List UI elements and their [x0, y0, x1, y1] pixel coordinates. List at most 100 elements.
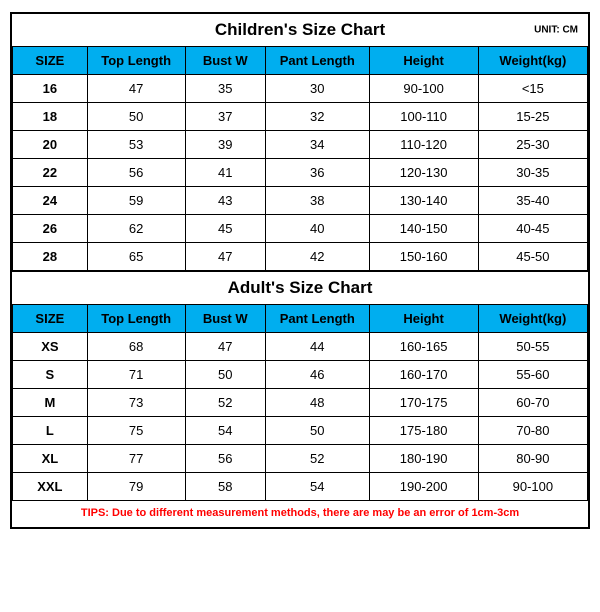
table-cell: 53: [87, 131, 185, 159]
col-weight: Weight(kg): [478, 47, 587, 75]
table-cell: 43: [185, 187, 266, 215]
table-cell: 52: [266, 445, 370, 473]
table-cell: 18: [13, 103, 88, 131]
children-title: Children's Size Chart: [215, 20, 385, 39]
table-row: 26624540140-15040-45: [13, 215, 588, 243]
table-cell: L: [13, 417, 88, 445]
table-cell: 40: [266, 215, 370, 243]
table-cell: 22: [13, 159, 88, 187]
col-bust: Bust W: [185, 305, 266, 333]
children-title-row: Children's Size Chart UNIT: CM: [12, 14, 588, 46]
table-cell: 32: [266, 103, 370, 131]
table-cell: 36: [266, 159, 370, 187]
col-pant: Pant Length: [266, 305, 370, 333]
table-cell: 30-35: [478, 159, 587, 187]
table-cell: 28: [13, 243, 88, 271]
table-cell: 120-130: [369, 159, 478, 187]
table-cell: 44: [266, 333, 370, 361]
unit-label: UNIT: CM: [534, 25, 578, 36]
table-cell: 68: [87, 333, 185, 361]
table-row: XS684744160-16550-55: [13, 333, 588, 361]
table-cell: 71: [87, 361, 185, 389]
table-cell: 59: [87, 187, 185, 215]
table-cell: 110-120: [369, 131, 478, 159]
col-size: SIZE: [13, 47, 88, 75]
table-cell: XS: [13, 333, 88, 361]
table-cell: 77: [87, 445, 185, 473]
table-cell: 160-170: [369, 361, 478, 389]
table-cell: 25-30: [478, 131, 587, 159]
table-cell: 100-110: [369, 103, 478, 131]
table-cell: 70-80: [478, 417, 587, 445]
table-cell: 175-180: [369, 417, 478, 445]
table-cell: 45: [185, 215, 266, 243]
children-table: SIZE Top Length Bust W Pant Length Heigh…: [12, 46, 588, 271]
col-size: SIZE: [13, 305, 88, 333]
table-row: 28654742150-16045-50: [13, 243, 588, 271]
table-row: 22564136120-13030-35: [13, 159, 588, 187]
table-cell: M: [13, 389, 88, 417]
col-top-length: Top Length: [87, 47, 185, 75]
adult-table: SIZE Top Length Bust W Pant Length Heigh…: [12, 304, 588, 501]
table-cell: 15-25: [478, 103, 587, 131]
table-cell: 47: [87, 75, 185, 103]
table-row: XL775652180-19080-90: [13, 445, 588, 473]
table-row: 24594338130-14035-40: [13, 187, 588, 215]
table-cell: 34: [266, 131, 370, 159]
table-cell: 37: [185, 103, 266, 131]
children-header-row: SIZE Top Length Bust W Pant Length Heigh…: [13, 47, 588, 75]
table-cell: 47: [185, 243, 266, 271]
col-pant: Pant Length: [266, 47, 370, 75]
table-cell: <15: [478, 75, 587, 103]
table-cell: 130-140: [369, 187, 478, 215]
size-chart-frame: Children's Size Chart UNIT: CM SIZE Top …: [10, 12, 590, 529]
table-cell: 47: [185, 333, 266, 361]
table-cell: 54: [266, 473, 370, 501]
table-cell: 80-90: [478, 445, 587, 473]
table-cell: 24: [13, 187, 88, 215]
table-row: M735248170-17560-70: [13, 389, 588, 417]
table-row: XXL795854190-20090-100: [13, 473, 588, 501]
table-row: 18503732100-11015-25: [13, 103, 588, 131]
table-cell: 75: [87, 417, 185, 445]
table-row: L755450175-18070-80: [13, 417, 588, 445]
table-cell: 42: [266, 243, 370, 271]
adult-header-row: SIZE Top Length Bust W Pant Length Heigh…: [13, 305, 588, 333]
table-cell: 58: [185, 473, 266, 501]
col-height: Height: [369, 47, 478, 75]
table-cell: 55-60: [478, 361, 587, 389]
col-bust: Bust W: [185, 47, 266, 75]
table-cell: S: [13, 361, 88, 389]
table-cell: 79: [87, 473, 185, 501]
col-top-length: Top Length: [87, 305, 185, 333]
table-cell: 39: [185, 131, 266, 159]
table-cell: 26: [13, 215, 88, 243]
adult-title-row: Adult's Size Chart: [12, 271, 588, 304]
table-cell: 45-50: [478, 243, 587, 271]
table-cell: 35-40: [478, 187, 587, 215]
table-cell: 56: [87, 159, 185, 187]
table-cell: 52: [185, 389, 266, 417]
table-cell: 180-190: [369, 445, 478, 473]
table-cell: 48: [266, 389, 370, 417]
table-cell: 30: [266, 75, 370, 103]
table-cell: 40-45: [478, 215, 587, 243]
table-cell: 150-160: [369, 243, 478, 271]
table-cell: 56: [185, 445, 266, 473]
table-cell: 20: [13, 131, 88, 159]
table-cell: 65: [87, 243, 185, 271]
table-row: S715046160-17055-60: [13, 361, 588, 389]
table-cell: 54: [185, 417, 266, 445]
table-cell: 16: [13, 75, 88, 103]
adult-title: Adult's Size Chart: [228, 278, 373, 297]
col-height: Height: [369, 305, 478, 333]
table-cell: 35: [185, 75, 266, 103]
table-cell: 90-100: [369, 75, 478, 103]
table-cell: 160-165: [369, 333, 478, 361]
table-cell: 60-70: [478, 389, 587, 417]
table-cell: XL: [13, 445, 88, 473]
table-cell: 90-100: [478, 473, 587, 501]
tips-text: TIPS: Due to different measurement metho…: [12, 501, 588, 527]
table-cell: 140-150: [369, 215, 478, 243]
table-row: 20533934110-12025-30: [13, 131, 588, 159]
